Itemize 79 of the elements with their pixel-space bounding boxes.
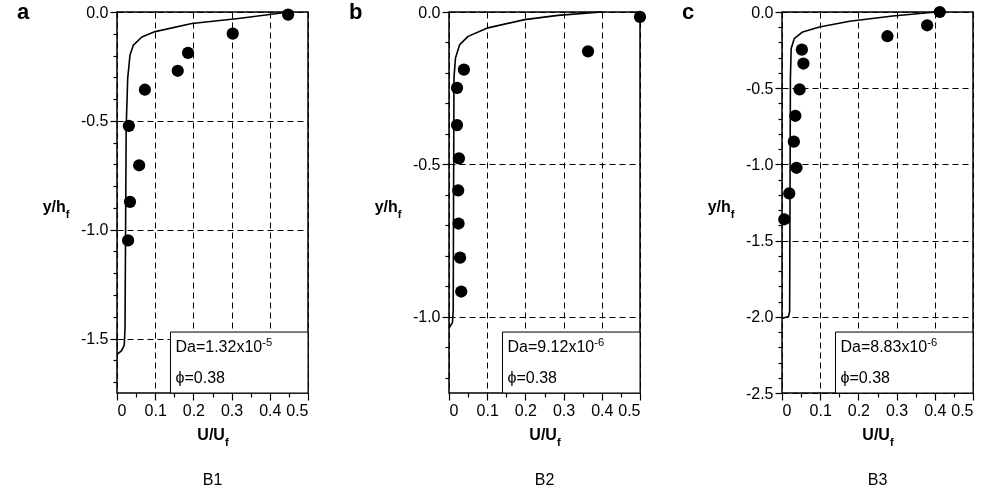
x-tick-label: 0.3: [885, 401, 909, 419]
y-tick-label: -1.5: [745, 232, 774, 250]
point: [453, 251, 467, 264]
point: [171, 64, 184, 77]
y-tick-label: -0.5: [80, 112, 109, 130]
text: B1: [202, 471, 223, 488]
point: [793, 83, 806, 96]
point: [450, 118, 464, 132]
x-tick-label: 0.2: [514, 401, 538, 419]
x-tick-label: 0.1: [476, 401, 499, 419]
annotation: ϕ=0.38: [840, 368, 891, 386]
annotation: Da=1.32x10$^{-5}$: [175, 336, 273, 356]
point: [122, 119, 135, 132]
point: [181, 46, 195, 60]
y-tick-label: -0.5: [745, 79, 774, 97]
y-axis-title: y/h$_{f}$: [374, 197, 402, 220]
chart-title: c: [682, 0, 695, 24]
y-tick-label: -1.5: [80, 330, 109, 348]
point: [795, 43, 808, 56]
text: B3: [867, 471, 888, 488]
point: [783, 187, 796, 200]
x-tick-label: 0: [782, 401, 792, 419]
point: [138, 83, 152, 96]
point: [282, 8, 295, 21]
point: [450, 81, 464, 95]
x-axis-title: U/U$_{f}$: [862, 425, 894, 448]
x-tick-label: 0.3: [220, 401, 244, 419]
point: [787, 135, 800, 148]
x-axis-title: U/U$_{f}$: [197, 425, 229, 448]
x-tick-label: 0.4: [924, 401, 947, 419]
x-tick-label: 0.5: [286, 401, 309, 419]
y-tick-label: -1.0: [412, 308, 441, 326]
text: B2: [534, 471, 555, 488]
y-axis-title: y/h$_{f}$: [42, 197, 70, 220]
x-tick-label: 0.4: [591, 401, 614, 419]
chart-title: a: [17, 0, 30, 24]
y-tick-label: -2.0: [745, 308, 774, 326]
point: [133, 159, 146, 172]
y-axis-title: y/h$_{f}$: [707, 197, 735, 220]
annotation: ϕ=0.38: [175, 368, 226, 386]
point: [452, 217, 465, 230]
point: [226, 27, 239, 40]
y-tick-label: -0.5: [412, 155, 441, 173]
y-tick-label: -1.0: [80, 221, 109, 239]
point: [452, 152, 466, 165]
x-tick-label: 0.1: [809, 401, 832, 419]
chart-title: b: [349, 0, 363, 24]
point: [881, 30, 894, 43]
x-tick-label: 0.3: [552, 401, 576, 419]
point: [633, 10, 647, 23]
y-tick-label: 0.0: [86, 3, 109, 21]
point: [921, 19, 934, 32]
x-tick-label: 0.4: [259, 401, 282, 419]
x-tick-label: 0: [117, 401, 127, 419]
y-tick-label: 0.0: [418, 3, 441, 21]
point: [790, 161, 803, 174]
x-tick-label: 0: [449, 401, 459, 419]
x-tick-label: 0.5: [618, 401, 641, 419]
point: [457, 63, 471, 76]
x-tick-label: 0.2: [182, 401, 206, 419]
point: [797, 57, 810, 70]
y-tick-label: -1.0: [745, 155, 774, 173]
annotation: Da=9.12x10$^{-6}$: [507, 336, 605, 356]
point: [581, 45, 595, 58]
y-tick-label: 0.0: [751, 3, 774, 21]
point: [121, 234, 135, 247]
x-tick-label: 0.1: [144, 401, 167, 419]
point: [789, 109, 802, 122]
point: [778, 213, 791, 226]
point: [123, 195, 137, 208]
x-tick-label: 0.5: [951, 401, 974, 419]
point: [933, 5, 946, 19]
annotation: ϕ=0.38: [507, 368, 558, 386]
annotation: Da=8.83x10$^{-6}$: [840, 336, 938, 356]
point: [452, 184, 465, 197]
point: [455, 285, 468, 298]
y-tick-label: -2.5: [745, 384, 774, 402]
x-axis-title: U/U$_{f}$: [529, 425, 561, 448]
x-tick-label: 0.2: [847, 401, 871, 419]
